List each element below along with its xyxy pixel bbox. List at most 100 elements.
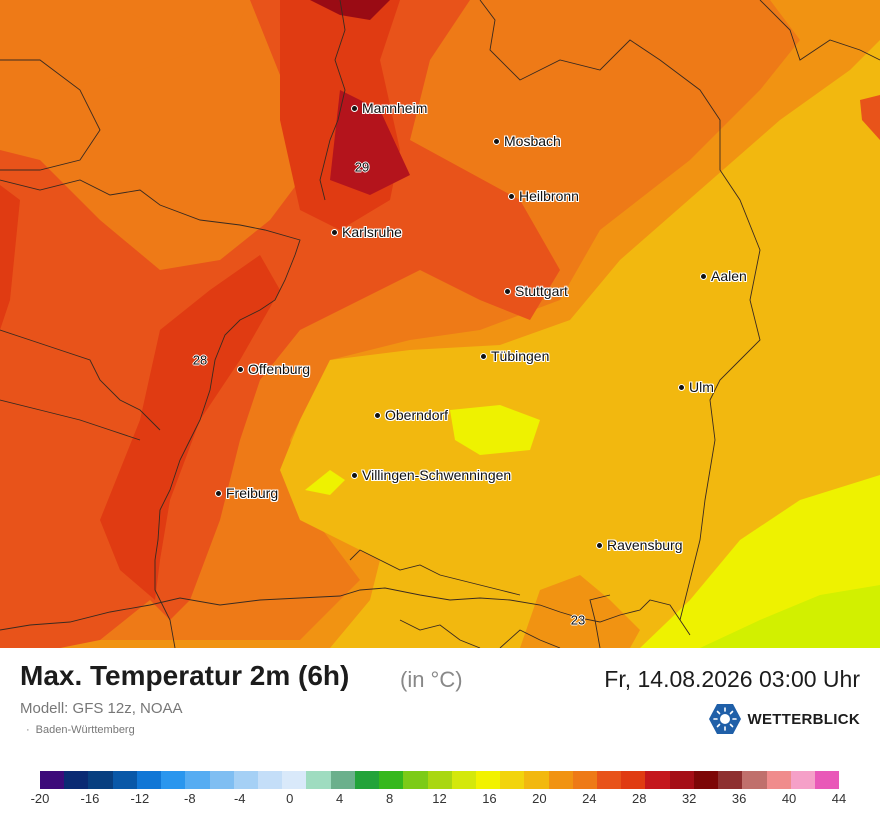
city-dot (493, 137, 500, 145)
region-label: · Baden-Württemberg (26, 724, 135, 736)
legend-tick-label: 12 (432, 791, 447, 806)
legend-swatch (209, 771, 234, 789)
zone-28-rhine (100, 255, 280, 600)
city-label: Mannheim (362, 100, 428, 116)
unit-label: (in °C) (400, 667, 463, 692)
legend-tick-label: 44 (831, 791, 847, 806)
legend-swatch (40, 771, 65, 789)
city-marker[interactable]: Karlsruhe (331, 224, 402, 240)
zone-26-north (860, 95, 880, 140)
zone-18-blob (450, 405, 540, 455)
city-dot (331, 228, 338, 236)
admin-borders (0, 0, 880, 648)
legend-swatch (403, 771, 428, 789)
legend-swatch (766, 771, 791, 789)
city-dot (504, 287, 511, 295)
city-marker[interactable]: Mannheim (351, 100, 428, 116)
map-title: Max. Temperatur 2m (6h) (20, 660, 350, 691)
city-label: Freiburg (226, 485, 279, 501)
zone-20 (280, 0, 880, 648)
legend-tick-label: 0 (286, 791, 294, 806)
isoline-label: 23 (570, 612, 586, 628)
city-label: Villingen-Schwenningen (362, 467, 512, 483)
model-label: Modell: GFS 12z, NOAA (20, 700, 183, 717)
zone-18-blob (305, 470, 345, 495)
legend-swatch (500, 771, 525, 789)
city-marker[interactable]: Heilbronn (508, 188, 579, 204)
city-label: Ravensburg (607, 537, 683, 553)
city-marker[interactable]: Villingen-Schwenningen (351, 467, 512, 483)
city-dot (374, 411, 381, 419)
legend-swatch (815, 771, 840, 789)
city-marker[interactable]: Freiburg (215, 485, 279, 501)
legend-tick-label: -4 (233, 791, 246, 806)
city-dot (480, 352, 487, 360)
legend-tick-label: 28 (632, 791, 647, 806)
legend-tick-label: 36 (731, 791, 747, 806)
sun-hexagon-icon (708, 704, 741, 734)
city-marker[interactable]: Ravensburg (596, 537, 683, 553)
legend-swatch (136, 771, 162, 789)
legend-swatch (306, 771, 331, 789)
legend-swatch (330, 771, 355, 789)
zone-22-south (520, 575, 640, 648)
city-label: Mosbach (504, 133, 561, 149)
legend-swatch (548, 771, 573, 789)
bullet-icon: · (26, 724, 30, 736)
city-dot (351, 471, 358, 479)
city-marker[interactable]: Oberndorf (374, 407, 449, 423)
city-dot (508, 192, 515, 200)
legend-tick-label: -12 (130, 791, 150, 806)
logo-wordmark: WETTERBLICK (747, 710, 860, 728)
legend-tick-label: -8 (184, 791, 196, 806)
legend-swatch (257, 771, 283, 789)
city-marker[interactable]: Tübingen (480, 348, 550, 364)
isoline-label: 29 (354, 159, 370, 175)
city-label: Oberndorf (385, 407, 449, 423)
city-marker[interactable]: Ulm (678, 379, 714, 395)
city-label: Aalen (711, 268, 747, 284)
city-dot (700, 272, 707, 280)
legend-swatch (88, 771, 113, 789)
legend-tick-label: 40 (781, 791, 797, 806)
color-scale-ticks: -20 -16 -12 -8 -4 0 4 8 12 16 20 24 28 32 36 40 44 (31, 791, 847, 809)
city-label: Heilbronn (519, 188, 579, 204)
legend-swatch (621, 771, 646, 789)
city-dot (351, 104, 358, 112)
city-label: Karlsruhe (342, 224, 402, 240)
city-label: Tübingen (491, 348, 550, 364)
footer-panel (0, 648, 880, 830)
legend-tick-label: 20 (532, 791, 547, 806)
legend-swatch (572, 771, 598, 789)
legend-tick-label: 24 (582, 791, 597, 806)
legend-swatch (597, 771, 622, 789)
legend-swatch (669, 771, 694, 789)
city-marker[interactable]: Stuttgart (504, 283, 568, 299)
legend-swatch (790, 771, 815, 789)
legend-swatch (451, 771, 476, 789)
legend-swatch (524, 771, 549, 789)
city-marker[interactable]: Mosbach (493, 133, 561, 149)
legend-swatch (427, 771, 452, 789)
legend-swatch (185, 771, 210, 789)
legend-tick-label: -16 (80, 791, 100, 806)
zone-32 (310, 0, 390, 20)
legend-swatch (354, 771, 380, 789)
zone-30 (330, 90, 410, 195)
city-marker[interactable]: Aalen (700, 268, 747, 284)
legend-swatch (645, 771, 670, 789)
zone-16 (700, 585, 880, 648)
city-dot (678, 383, 685, 391)
legend-swatch (475, 771, 501, 789)
legend-swatch (379, 771, 404, 789)
wetterblick-logo[interactable]: WETTERBLICK (708, 703, 860, 735)
legend-swatch (742, 771, 767, 789)
legend-swatch (282, 771, 307, 789)
isoline-label: 28 (192, 352, 208, 368)
city-dot (237, 365, 244, 373)
legend-tick-label: 32 (681, 791, 697, 806)
city-marker[interactable]: Offenburg (237, 361, 310, 377)
legend-tick-label: 8 (385, 791, 394, 806)
legend-tick-label: 4 (336, 791, 344, 806)
legend-swatch (161, 771, 186, 789)
